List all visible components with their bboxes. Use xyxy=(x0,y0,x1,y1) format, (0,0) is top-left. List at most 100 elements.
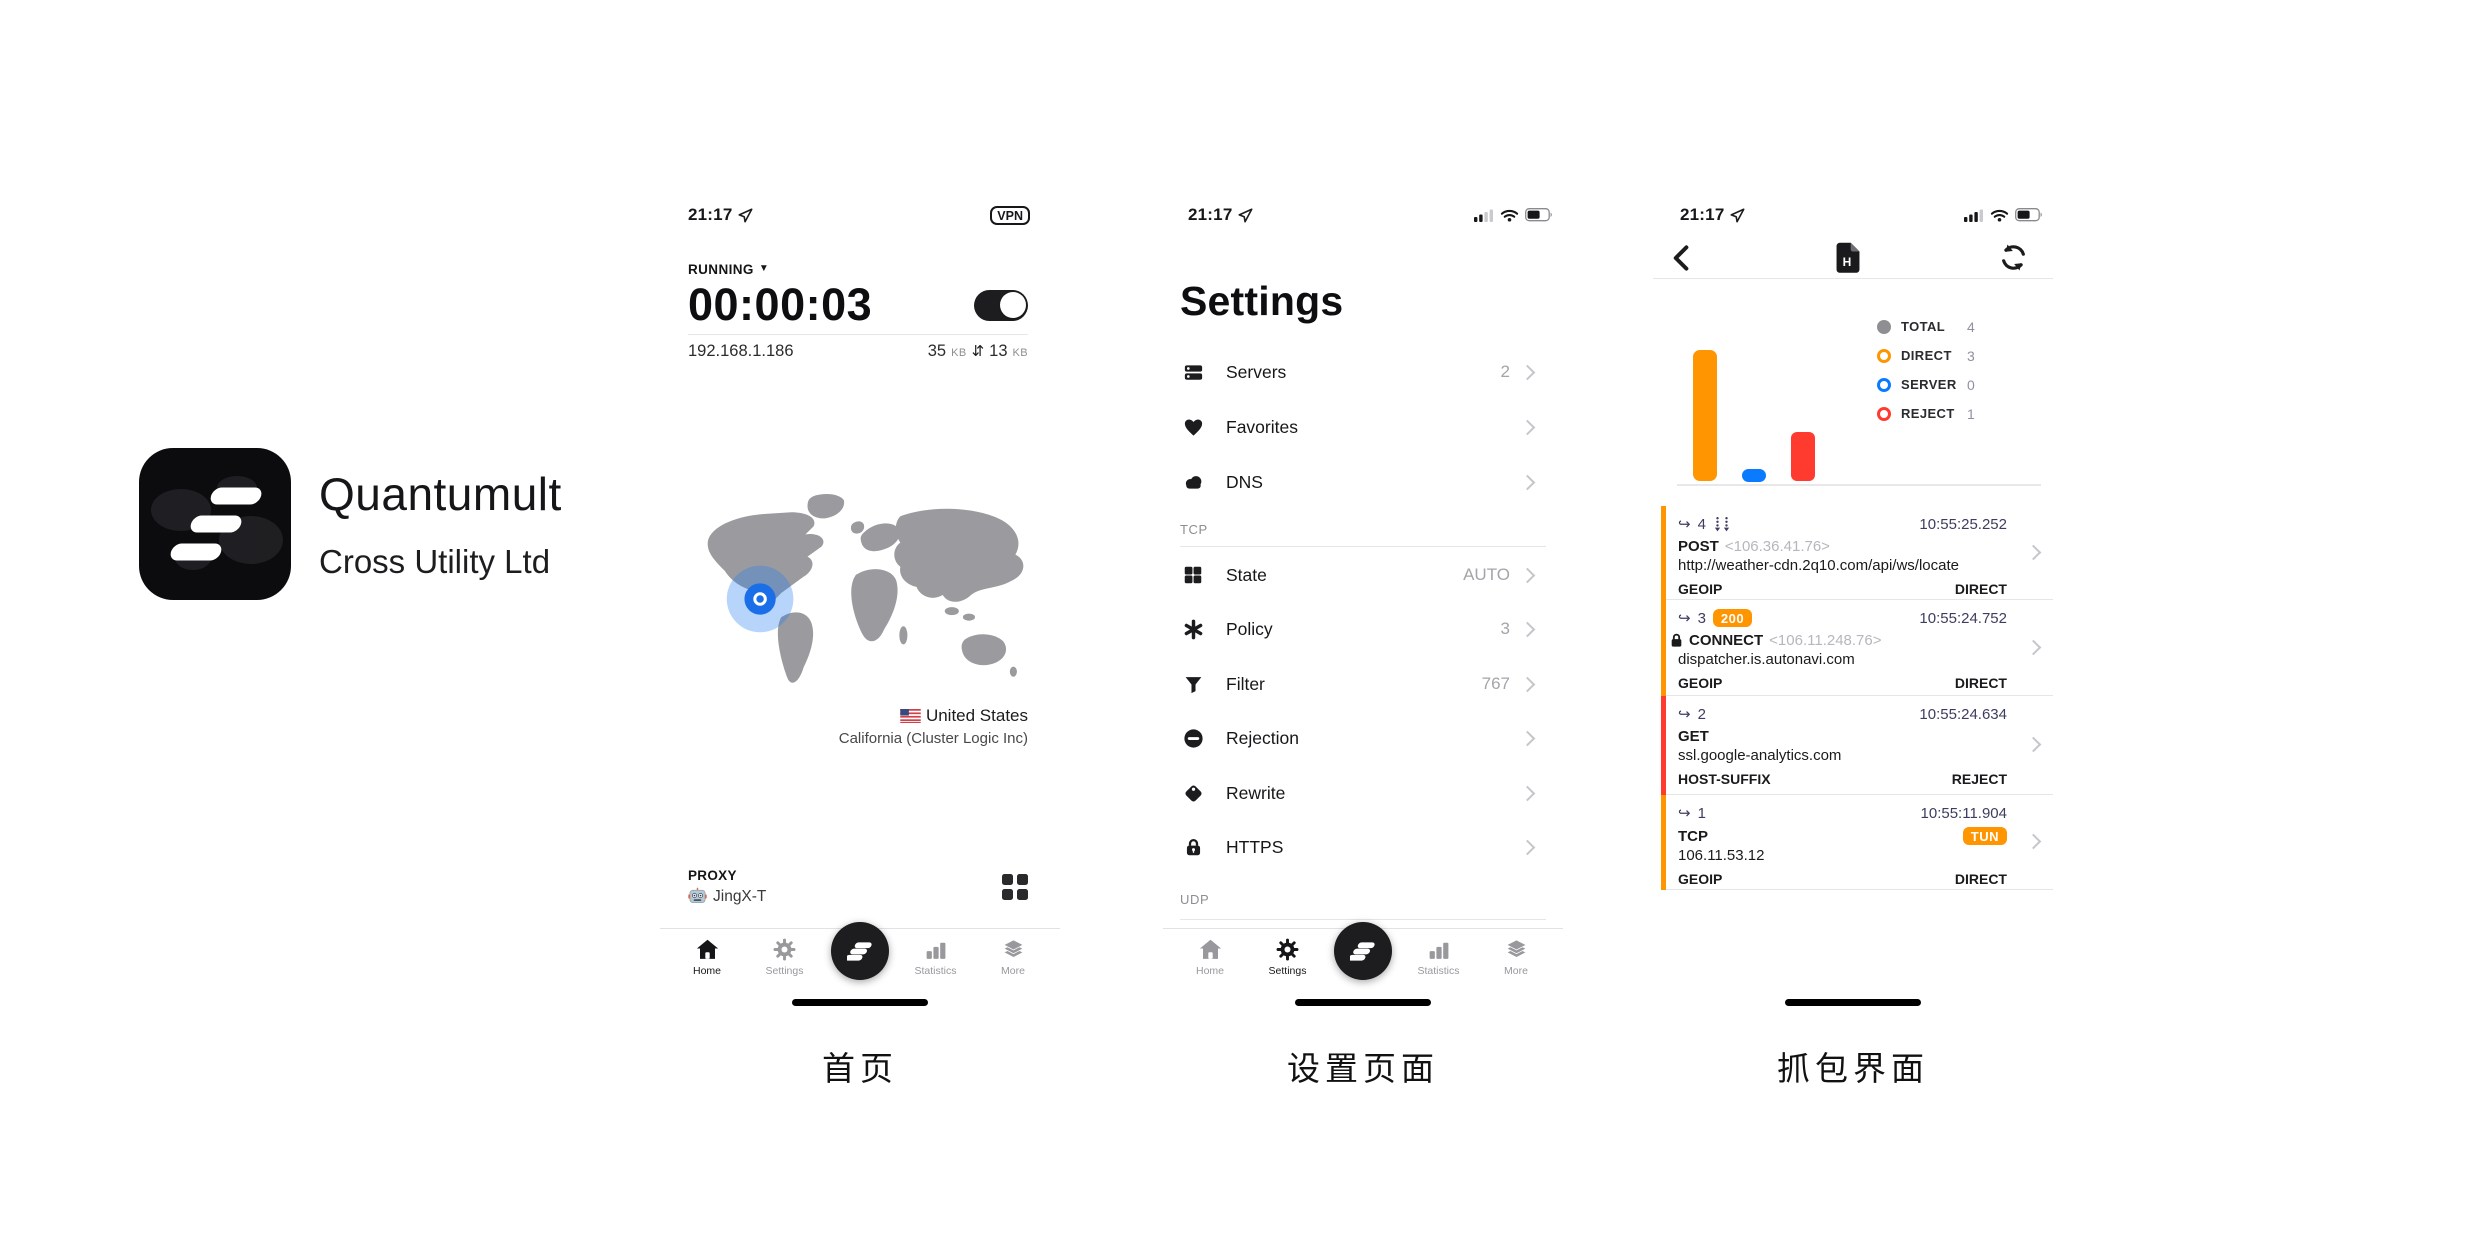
request-row[interactable]: ↪ 1 10:55:11.904 TCP TUN 106.11.53.12 GE… xyxy=(1666,795,2053,890)
bar-chart-icon xyxy=(1429,942,1449,959)
tab-statistics[interactable]: Statistics xyxy=(905,929,967,977)
world-map xyxy=(676,488,1048,708)
tab-more[interactable]: More xyxy=(982,929,1044,977)
request-time: 10:55:24.634 xyxy=(1919,705,2007,723)
chevron-right-icon xyxy=(1519,419,1536,435)
chevron-right-icon xyxy=(1519,364,1536,380)
tab-settings[interactable]: Settings xyxy=(1257,929,1319,977)
wifi-icon xyxy=(1500,209,1519,222)
chevron-right-icon xyxy=(1519,567,1536,583)
layers-icon xyxy=(1004,940,1022,957)
page-title: Settings xyxy=(1180,278,1344,324)
lock-icon xyxy=(1180,834,1206,860)
tab-statistics[interactable]: Statistics xyxy=(1408,929,1470,977)
tab-center-logo-button[interactable] xyxy=(831,922,889,980)
app-name: Quantumult xyxy=(319,468,562,520)
refresh-button[interactable] xyxy=(1999,243,2028,272)
filter-funnel-icon xyxy=(1180,671,1206,697)
request-row[interactable]: ↪ 4 10:55:25.252 POST <106.36.41.76 xyxy=(1666,506,2053,600)
legend-server: SERVER 0 xyxy=(1877,370,1975,399)
row-accent-direct xyxy=(1661,795,1666,890)
location-arrow-icon xyxy=(1730,207,1746,223)
settings-row-rejection[interactable]: Rejection xyxy=(1180,711,1536,765)
home-indicator[interactable] xyxy=(1295,999,1431,1006)
status-time: 21:17 xyxy=(688,205,733,224)
asterisk-icon xyxy=(1180,616,1206,642)
home-indicator[interactable] xyxy=(1785,999,1921,1006)
tab-bar: Home Settings xyxy=(1179,922,1547,989)
chevron-right-icon xyxy=(2025,544,2042,561)
caret-down-icon: ▼ xyxy=(758,263,770,274)
bar-reject xyxy=(1791,432,1815,481)
home-screen: 21:17 VPN RUNNING ▼ 00:00:03 192.168.1.1… xyxy=(660,200,1060,1100)
chevron-right-icon xyxy=(1519,730,1536,746)
session-timer: 00:00:03 xyxy=(688,279,873,330)
request-row[interactable]: ↪ 2 10:55:24.634 GET ssl.google-analytic… xyxy=(1666,696,2053,795)
server-dot-icon xyxy=(1877,377,1891,392)
home-icon xyxy=(696,939,718,959)
tab-home[interactable]: Home xyxy=(676,929,738,977)
settings-row-favorites[interactable]: Favorites xyxy=(1180,400,1536,454)
heart-icon xyxy=(1180,414,1206,440)
settings-row-policy[interactable]: Policy 3 xyxy=(1180,602,1536,656)
cellular-icon xyxy=(1964,209,1983,222)
settings-row-rewrite[interactable]: Rewrite xyxy=(1180,766,1536,820)
request-policy: DIRECT xyxy=(1954,675,2007,691)
tab-center-logo-button[interactable] xyxy=(1334,922,1392,980)
request-time: 10:55:24.752 xyxy=(1919,609,2007,627)
proxy-grid-icon[interactable] xyxy=(1002,874,1028,900)
svg-text:H: H xyxy=(1843,255,1852,269)
hook-arrow-icon: ↪ xyxy=(1678,516,1691,533)
tab-home[interactable]: Home xyxy=(1179,929,1241,977)
request-row[interactable]: ↪ 3 200 10:55:24.752 CONNECT <106.11.248… xyxy=(1666,600,2053,696)
tab-settings[interactable]: Settings xyxy=(754,929,816,977)
connection-state[interactable]: RUNNING ▼ xyxy=(688,262,770,277)
settings-row-dns[interactable]: DNS xyxy=(1180,455,1536,509)
legend-reject: REJECT 1 xyxy=(1877,399,1975,428)
chevron-right-icon xyxy=(1519,839,1536,855)
screen-caption: 首页 xyxy=(822,1050,898,1087)
battery-icon xyxy=(2015,208,2042,222)
app-icon xyxy=(139,448,291,600)
logo-bars xyxy=(170,487,262,561)
battery-icon xyxy=(1525,208,1552,222)
back-button[interactable] xyxy=(1667,242,1697,274)
chart-baseline xyxy=(1677,484,2041,486)
request-id: ↪ 2 xyxy=(1678,705,1706,724)
request-id: ↪ 4 xyxy=(1678,515,1733,533)
divider xyxy=(688,334,1028,335)
server-country: United States xyxy=(839,706,1028,726)
screen-caption: 抓包界面 xyxy=(1777,1050,1929,1087)
request-rule: GEOIP xyxy=(1678,675,1723,691)
settings-row-servers[interactable]: Servers 2 xyxy=(1180,345,1536,399)
request-policy: REJECT xyxy=(1951,771,2007,787)
servers-icon xyxy=(1180,359,1206,385)
vpn-badge: VPN xyxy=(990,205,1030,225)
vpn-toggle[interactable] xyxy=(974,289,1028,321)
branding: Quantumult Cross Utility Ltd xyxy=(139,448,562,600)
home-indicator[interactable] xyxy=(792,999,928,1006)
chevron-right-icon xyxy=(2025,834,2042,850)
tag-icon xyxy=(1180,780,1206,806)
request-rule: GEOIP xyxy=(1678,871,1723,887)
request-time: 10:55:25.252 xyxy=(1919,515,2007,533)
http-capture-file-button[interactable]: H xyxy=(1836,242,1860,273)
proxy-label: PROXY xyxy=(688,868,737,883)
request-id: ↪ 3 200 xyxy=(1678,609,1753,627)
settings-row-state[interactable]: State AUTO xyxy=(1180,548,1536,602)
tab-more[interactable]: More xyxy=(1485,929,1547,977)
total-dot-icon xyxy=(1877,319,1891,334)
proxy-panel[interactable]: PROXY JingX-T xyxy=(688,868,1028,906)
status-time: 21:17 xyxy=(1680,205,1725,224)
request-host: ssl.google-analytics.com xyxy=(1678,747,1842,764)
request-rule: HOST-SUFFIX xyxy=(1678,771,1771,787)
request-time: 10:55:11.904 xyxy=(1920,804,2007,822)
tun-badge: TUN xyxy=(1962,827,2007,845)
settings-row-https[interactable]: HTTPS xyxy=(1180,820,1536,874)
no-entry-icon xyxy=(1180,725,1206,751)
chevron-right-icon xyxy=(1519,474,1536,490)
tls-lock-icon xyxy=(1671,633,1682,647)
settings-row-filter[interactable]: Filter 767 xyxy=(1180,657,1536,711)
cloud-icon xyxy=(1180,469,1206,495)
tab-bar: Home Settings xyxy=(676,922,1044,989)
